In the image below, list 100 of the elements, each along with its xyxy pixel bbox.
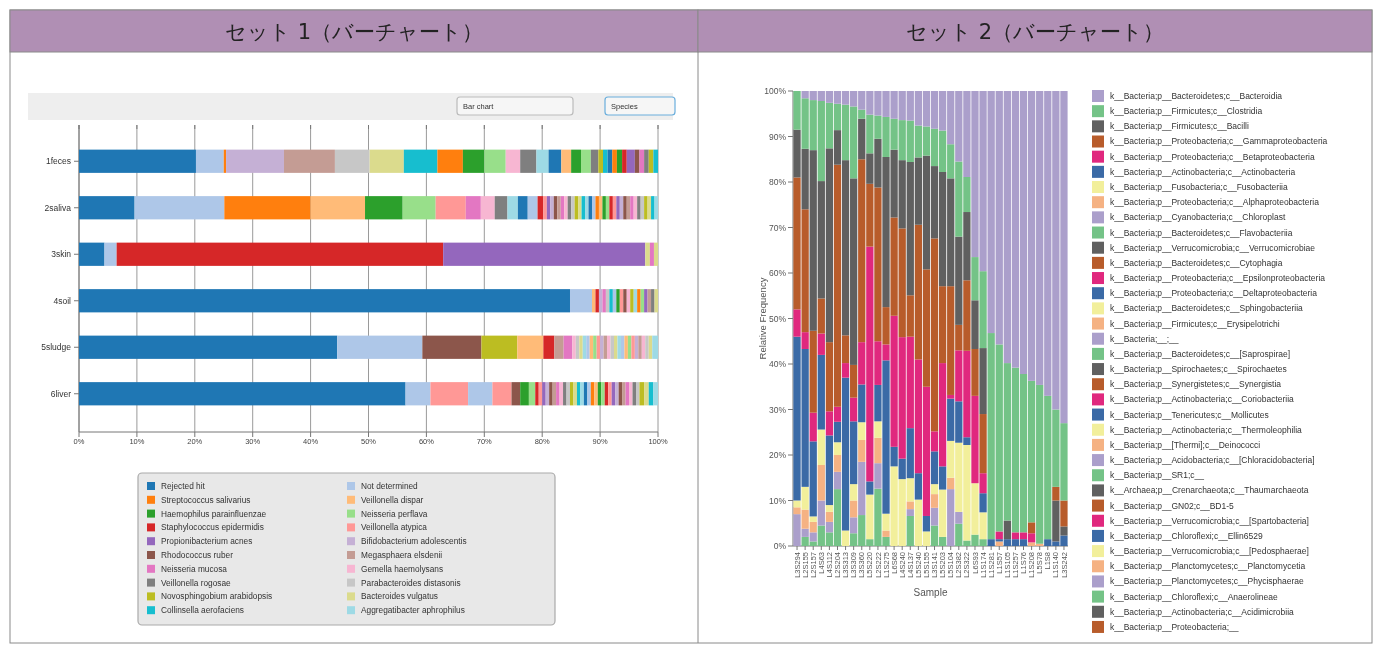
bar <box>817 465 825 501</box>
bar <box>979 414 987 474</box>
bar <box>283 149 335 173</box>
legend-label: k__Bacteria;p__Verrucomicrobia;c__[Pedosphaerae] <box>1110 546 1309 557</box>
bar <box>850 397 858 422</box>
bar <box>906 515 914 546</box>
bar <box>79 242 105 266</box>
bar <box>833 471 842 490</box>
bar <box>520 149 537 173</box>
y-tick-label: 4soil <box>53 295 72 306</box>
bar <box>609 196 613 220</box>
legend-label: Veillonella atypica <box>361 522 428 533</box>
bar <box>601 382 605 406</box>
bar <box>430 382 469 406</box>
bar <box>528 382 536 406</box>
bar <box>480 196 495 220</box>
chart-title: セット 1（バーチャート） <box>224 20 484 44</box>
y-tick-label: 2saliva <box>44 202 72 213</box>
legend-label: k__Bacteria;p__Fusobacteria;c__Fusobacteriia <box>1110 181 1288 192</box>
legend-label: k__Bacteria;p__SR1;c__ <box>1110 470 1205 481</box>
bar <box>365 196 403 220</box>
bar <box>637 289 641 313</box>
bar <box>608 382 612 406</box>
legend-label: k__Bacteria;p__Tenericutes;c__Mollicutes <box>1110 409 1269 420</box>
bar <box>543 335 555 359</box>
y-tick-label: 10% <box>768 495 787 506</box>
bar <box>405 382 431 406</box>
bar <box>922 515 931 532</box>
bar <box>609 289 613 313</box>
bar <box>623 196 627 220</box>
bar <box>616 196 620 220</box>
bar <box>334 149 370 173</box>
bar <box>649 242 654 266</box>
bar <box>578 196 582 220</box>
y-tick-label: 0% <box>773 541 787 551</box>
bar <box>563 335 573 359</box>
legend-label: Veillonella rogosae <box>161 577 232 588</box>
bar <box>554 335 564 359</box>
bar <box>572 335 576 359</box>
bar <box>556 382 560 406</box>
legend-label: Collinsella aerofaciens <box>161 605 245 616</box>
legend-label: k__Bacteria;p__Planctomycetes;c__Phycisphaerae <box>1110 576 1304 587</box>
bar <box>833 455 842 472</box>
bar <box>337 335 423 359</box>
bar <box>622 382 626 406</box>
y-tick-label: 80% <box>768 177 787 187</box>
bar <box>580 149 591 173</box>
bar <box>492 382 512 406</box>
legend-label: k__Bacteria;p__Actinobacteria;c__Acidimicrobiia <box>1110 606 1295 617</box>
y-tick-label: 1feces <box>45 156 71 167</box>
bar <box>624 335 628 359</box>
legend-label: k__Bacteria;p__Bacteroidetes;c__Cytophagia <box>1110 257 1283 268</box>
bar <box>520 382 529 406</box>
bar <box>644 289 648 313</box>
bar <box>134 196 225 220</box>
bar <box>850 484 858 501</box>
bar <box>906 509 914 516</box>
legend-label: k__Bacteria;p__Proteobacteria;c__Epsilonproteobacteria <box>1110 273 1326 284</box>
legend-label: k__Bacteria;p__Acidobacteria;c__[Chloracidobacteria] <box>1110 455 1315 466</box>
y-tick-label: 60% <box>768 268 787 278</box>
bar <box>598 149 603 173</box>
legend-label: k__Bacteria;p__[Thermi];c__Deinococci <box>1110 439 1261 450</box>
legend-label: k__Bacteria;p__Chloroflexi;c__Ellin6529 <box>1110 530 1263 541</box>
bar <box>841 530 850 546</box>
bar <box>645 335 649 359</box>
bar <box>548 149 562 173</box>
bar <box>535 382 539 406</box>
bar <box>517 335 544 359</box>
bar <box>195 149 224 173</box>
bar <box>1027 522 1036 534</box>
bar <box>505 149 521 173</box>
bar <box>1003 520 1011 540</box>
legend-label: Haemophilus parainfluenzae <box>161 508 267 519</box>
bar <box>579 335 583 359</box>
bar <box>79 196 135 220</box>
bar <box>571 196 575 220</box>
bar <box>550 196 554 220</box>
bar <box>602 289 606 313</box>
bar <box>571 149 581 173</box>
y-tick-label: 3skin <box>51 249 72 260</box>
bar <box>644 382 649 406</box>
legend-label: Streptococcus salivarius <box>161 494 251 505</box>
bar <box>858 439 866 462</box>
legend-label: Neisseria mucosa <box>161 563 228 574</box>
bar <box>947 477 955 490</box>
bar <box>644 196 648 220</box>
bar <box>1052 486 1060 501</box>
bar <box>543 196 547 220</box>
legend-label: k__Bacteria;p__Verrucomicrobia;c__[Spartobacteria] <box>1110 515 1309 526</box>
bar <box>561 149 572 173</box>
bar <box>645 242 650 266</box>
legend-label: k__Bacteria;p__Proteobacteria;c__Deltaproteobacteria <box>1110 288 1318 299</box>
legend-label: k__Bacteria;p__Firmicutes;c__Erysipelotrichi <box>1110 318 1280 329</box>
bar <box>817 429 825 466</box>
bar <box>437 149 463 173</box>
y-tick-label: 20% <box>768 450 787 460</box>
bar <box>587 382 591 406</box>
bar <box>79 382 406 406</box>
x-axis-title: Sample <box>913 587 948 598</box>
legend-label: k__Bacteria;p__Planctomycetes;c__Planctomycetia <box>1110 561 1306 572</box>
